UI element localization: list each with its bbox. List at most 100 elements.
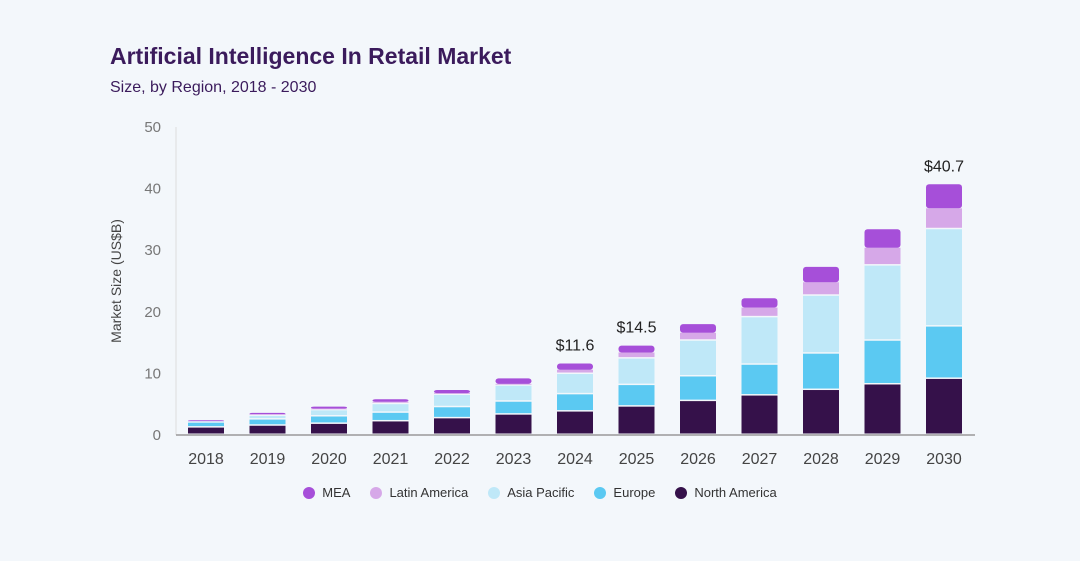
data-label: $11.6 — [556, 338, 595, 355]
legend-swatch — [488, 486, 501, 499]
x-tick-label: 2026 — [680, 451, 716, 468]
legend-swatch — [303, 486, 316, 499]
bar-segment-asia-pacific — [741, 317, 778, 364]
bar-segment-europe — [557, 394, 593, 411]
y-tick-label: 40 — [144, 181, 161, 198]
chart-subtitle: Size, by Region, 2018 - 2030 — [110, 79, 317, 96]
y-tick-label: 10 — [144, 365, 161, 382]
bar-segment-europe — [372, 412, 409, 420]
data-label: $14.5 — [616, 320, 656, 337]
x-tick-label: 2029 — [865, 451, 901, 468]
bar-segment-europe — [249, 419, 286, 425]
x-tick-label: 2027 — [742, 451, 778, 468]
bar-segment-latin-america — [680, 332, 716, 340]
bar-segment-europe — [434, 407, 470, 417]
bar-segment-mea — [680, 324, 716, 333]
x-tick-label: 2023 — [496, 451, 532, 468]
bar-segment-asia-pacific — [926, 229, 962, 326]
x-tick-label: 2019 — [250, 451, 286, 468]
legend-label: North America — [694, 485, 777, 500]
y-axis-label: Market Size (US$B) — [108, 219, 124, 343]
bar-segment-mea — [864, 229, 901, 248]
bar-segment-latin-america — [249, 414, 286, 415]
legend-item: Latin America — [370, 485, 468, 500]
y-tick-label: 20 — [144, 304, 161, 321]
bar-segment-asia-pacific — [249, 415, 286, 419]
bar-segment-north-america — [864, 384, 901, 434]
chart-title: Artificial Intelligence In Retail Market — [110, 43, 512, 69]
legend-swatch — [675, 486, 688, 499]
bar-segment-latin-america — [864, 247, 901, 265]
bar-segment-latin-america — [434, 393, 470, 394]
bar-segment-mea — [372, 399, 409, 402]
legend-label: Asia Pacific — [507, 485, 575, 500]
bar-segment-north-america — [680, 401, 716, 434]
bar-segment-mea — [557, 363, 593, 370]
legend-item: MEA — [303, 485, 350, 500]
bar-segment-north-america — [249, 425, 286, 434]
bar-segment-mea — [618, 345, 655, 353]
x-tick-label: 2030 — [926, 451, 962, 468]
bar-segment-latin-america — [618, 352, 655, 358]
bar-segment-north-america — [618, 406, 655, 434]
bar-segment-north-america — [188, 427, 224, 434]
bar-segment-north-america — [495, 414, 532, 434]
bar-segment-europe — [741, 364, 778, 395]
bar-segment-mea — [249, 412, 286, 415]
x-tick-label: 2025 — [619, 451, 655, 468]
x-tick-label: 2022 — [434, 451, 470, 468]
bar-segment-north-america — [311, 423, 347, 434]
bar-segment-mea — [434, 390, 470, 394]
bar-segment-europe — [864, 340, 901, 383]
bar-segment-latin-america — [311, 408, 347, 410]
legend-item: Asia Pacific — [488, 485, 574, 500]
bar-segment-asia-pacific — [311, 410, 347, 416]
bar-segment-north-america — [372, 421, 409, 434]
bar-segment-asia-pacific — [680, 340, 716, 375]
legend-label: Europe — [613, 485, 656, 500]
y-tick-label: 30 — [144, 242, 161, 259]
bar-segment-europe — [618, 385, 655, 406]
bar-segment-mea — [495, 378, 532, 384]
x-tick-label: 2020 — [311, 451, 347, 468]
bar-segment-latin-america — [926, 208, 962, 228]
bar-segment-latin-america — [372, 401, 409, 403]
x-tick-label: 2018 — [188, 451, 224, 468]
data-label: $40.7 — [924, 158, 964, 175]
y-tick-label: 0 — [153, 427, 161, 444]
bar-segment-latin-america — [741, 307, 778, 316]
bar-segment-north-america — [803, 390, 839, 434]
y-tick-label: 50 — [144, 119, 161, 136]
bar-segment-north-america — [557, 411, 593, 434]
bar-segment-mea — [803, 266, 839, 283]
bar-segment-latin-america — [495, 383, 532, 385]
legend-label: Latin America — [389, 485, 469, 500]
legend: MEA Latin America Asia Pacific Europe North … — [0, 485, 1080, 500]
x-tick-label: 2021 — [373, 451, 409, 468]
x-tick-label: 2028 — [803, 451, 839, 468]
bar-segment-asia-pacific — [864, 265, 901, 340]
bar-segment-asia-pacific — [803, 295, 839, 353]
bar-segment-asia-pacific — [618, 358, 655, 384]
bar-segment-europe — [495, 401, 532, 414]
bar-segment-europe — [188, 422, 224, 427]
bar-segment-latin-america — [557, 369, 593, 373]
bar-segment-asia-pacific — [557, 374, 593, 393]
bar-segment-asia-pacific — [434, 394, 470, 406]
bar-segment-europe — [926, 326, 962, 378]
x-tick-label: 2024 — [557, 451, 593, 468]
bar-segment-europe — [680, 376, 716, 400]
bar-segment-north-america — [434, 418, 470, 434]
legend-item: North America — [675, 485, 777, 500]
bar-segment-europe — [803, 353, 839, 389]
bar-segment-asia-pacific — [372, 404, 409, 412]
bar-segment-mea — [188, 420, 224, 422]
bar-segment-mea — [311, 406, 347, 409]
bar-segment-north-america — [926, 378, 962, 434]
bar-segment-asia-pacific — [495, 385, 532, 401]
bar-segment-mea — [741, 298, 778, 308]
legend-swatch — [370, 486, 383, 499]
bar-segment-mea — [926, 184, 962, 209]
legend-swatch — [594, 486, 607, 499]
